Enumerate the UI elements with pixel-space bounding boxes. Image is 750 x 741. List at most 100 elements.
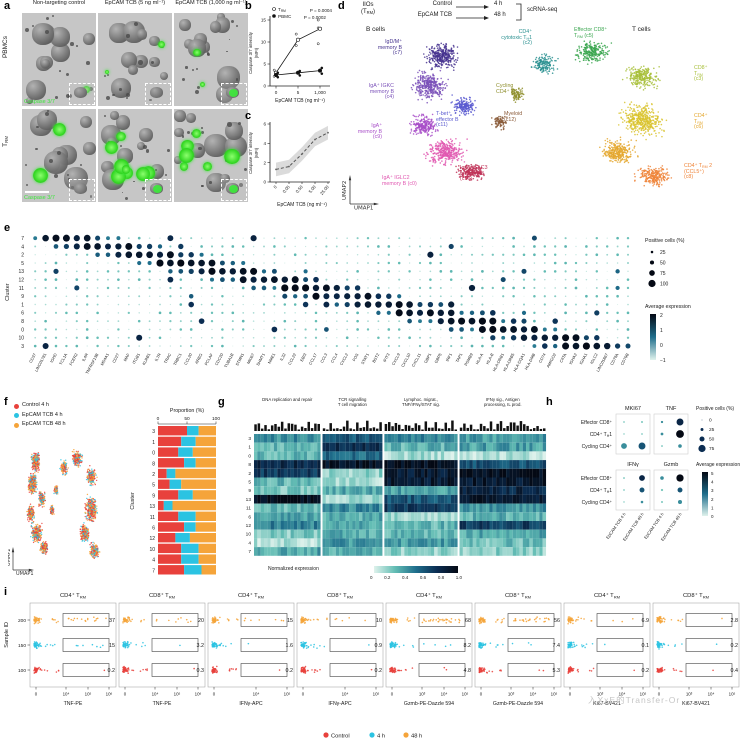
bar-segment (166, 468, 176, 479)
flow-row (122, 665, 195, 675)
x-axis-label: Ki67-BV421 (593, 701, 621, 707)
bracket-icon (516, 3, 522, 21)
caspase-signal (179, 147, 194, 163)
cluster-tick: 5 (248, 480, 251, 486)
gate-box (62, 663, 110, 677)
svg-text:0: 0 (157, 416, 160, 422)
bar-segment (158, 554, 182, 564)
debris (89, 195, 92, 198)
debris (70, 42, 74, 46)
svg-text:6: 6 (263, 122, 266, 127)
caspase-signal (121, 165, 130, 174)
caspase-signal (105, 140, 119, 154)
gene-tick: IRF1 (445, 352, 454, 363)
legend-swatch (14, 403, 19, 409)
svg-text:15: 15 (261, 18, 267, 23)
cluster-label-c8: CD4⁺ TRM 2 (CCL5⁺) (c8) (684, 163, 713, 181)
bar-segment (189, 533, 216, 543)
cluster-label-c0: IgA⁺ IGLC2 memory B (c0) (382, 175, 417, 187)
cluster-tick: 5 (21, 261, 24, 267)
bar-segment (158, 490, 179, 500)
flow-row (300, 616, 366, 624)
flow-row (211, 665, 281, 674)
gene-tick: FCER2 (68, 352, 79, 367)
organoid (110, 111, 120, 120)
flow-row (33, 616, 107, 625)
flow-row (33, 641, 104, 650)
micrograph-trm-0: Caspase 3/7 (22, 109, 96, 202)
gene-header: TNF (666, 406, 677, 412)
gene-tick: IGHD (49, 352, 58, 363)
organoid (159, 71, 169, 81)
bar-segment (169, 479, 182, 489)
gate-percentage: 3.2 (197, 643, 205, 649)
sample-id-tick: 100 (18, 668, 26, 674)
svg-text:4: 4 (711, 480, 714, 485)
svg-text:0: 0 (124, 692, 127, 697)
gate-percentage: 37 (109, 618, 115, 624)
svg-text:(MFI): (MFI) (254, 147, 259, 158)
bar-segment (158, 565, 185, 575)
caspase-signal (33, 168, 49, 184)
svg-text:2: 2 (711, 497, 714, 502)
cluster-tick: 1 (152, 440, 155, 446)
gene-header: IFNγ (627, 462, 639, 468)
svg-text:0.05: 0.05 (282, 184, 292, 194)
inset-box (221, 179, 247, 201)
flow-row (389, 666, 448, 674)
caspase-label: Caspase 3/7 (24, 98, 55, 105)
gene-tick: ITGB1 (131, 352, 141, 365)
bar-segment (181, 554, 199, 564)
gene-tick: TUBA1B (223, 352, 235, 368)
debris (134, 22, 139, 27)
x-axis-label: TNF-PE (153, 701, 172, 707)
organoid (26, 96, 34, 104)
bar-segment (175, 533, 190, 543)
debris (143, 145, 147, 150)
cluster-tick: 8 (152, 461, 155, 467)
legend-swatch (323, 732, 329, 738)
sample-id-tick: 150 (18, 643, 26, 649)
x-axis-label: IFNγ-APC (328, 701, 352, 707)
cluster-tick: 13 (18, 269, 24, 275)
gate-box (418, 613, 466, 627)
gene-tick: IL32 (279, 352, 287, 362)
gene-tick: EBI3 (299, 352, 308, 363)
svg-text:0: 0 (263, 84, 266, 89)
organoid (139, 127, 154, 142)
flow-panel-frame (385, 602, 473, 688)
cluster-tick: 12 (149, 536, 155, 542)
pathway-group-title: Lymphoc. migrat., TNF/IFNγ/STAT sig. (401, 397, 440, 407)
debris (185, 66, 188, 69)
gene-tick: TRBC1 (172, 352, 183, 367)
gene-tick: IL7R (153, 352, 161, 362)
bar-segment (195, 522, 216, 532)
colorbar-tick: 0.8 (437, 575, 445, 580)
legend-swatch (14, 413, 19, 418)
x-axis-label: TNF-PE (64, 701, 83, 707)
debris (201, 184, 204, 188)
iios-label: IIOs (TRM) (360, 2, 375, 15)
cluster-label-c10: IgA⁺ IGLC3 memory B (c10) (460, 165, 488, 183)
gene-tick: KLRB1 (141, 352, 152, 366)
debris (149, 98, 152, 102)
legend-title: Positive cells (%) (645, 238, 685, 244)
caspase-signal (157, 40, 166, 49)
y-axis-label: Caspase 3/7 intensity (248, 31, 253, 74)
organoid (174, 110, 186, 122)
pathway-group-title: TCR signalling T cell migration (337, 397, 367, 407)
debris (200, 131, 204, 135)
svg-text:100: 100 (212, 416, 220, 422)
caspase-signal (193, 48, 201, 57)
gene-tick: BST2 (371, 352, 380, 364)
gate-box (151, 613, 199, 627)
organoid (31, 23, 54, 46)
gate-percentage: 4.8 (464, 668, 472, 674)
flow-panel-title: CD8⁺ TRM (327, 592, 354, 599)
cluster-tick: 12 (18, 277, 24, 283)
gene-tick: CXCL11 (411, 352, 423, 368)
gate-percentage: 5.3 (553, 668, 561, 674)
gate-percentage: 15 (109, 643, 115, 649)
cluster-tick: 4 (248, 540, 251, 546)
